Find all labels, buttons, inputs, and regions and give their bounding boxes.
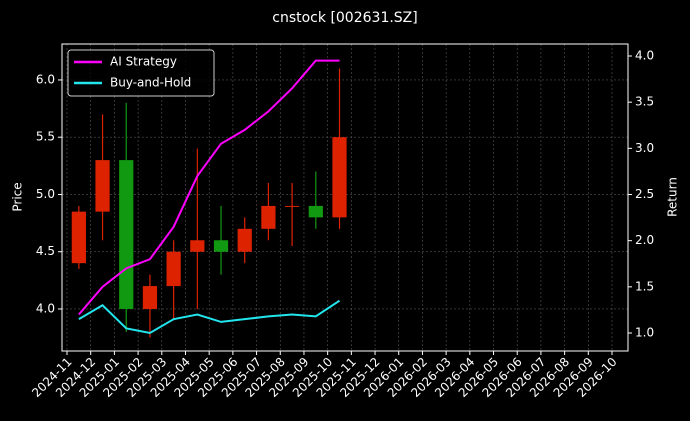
candle-body [142,286,158,309]
candle-body [332,137,347,218]
candle-body [190,240,205,252]
legend-box [67,49,215,97]
candle-body [166,251,181,287]
y2-tick-label: 1.0 [635,325,654,339]
legend-label: Buy-and-Hold [110,76,191,90]
candle-body [261,205,276,229]
y2-tick-label: 2.0 [635,233,654,247]
y-tick-label: 6.0 [36,72,55,86]
y2-axis-label: Return [666,177,680,217]
y2-tick-label: 3.5 [635,95,654,109]
return-line [78,59,340,316]
y-tick-label: 5.5 [36,130,55,144]
candle-body [237,228,252,252]
legend-label: AI Strategy [110,55,177,69]
candle-body [285,205,300,207]
return-line [78,299,341,335]
plot-frame [61,43,629,352]
candle-body [213,240,229,252]
legend: AI Strategy Buy-and-Hold [67,49,215,97]
candle-body [71,211,86,264]
y-tick-label: 5.0 [36,187,55,201]
candle-body [119,160,134,309]
y-axis-label: Price [11,182,25,211]
candle-body [95,160,110,212]
y2-tick-label: 4.0 [635,49,654,63]
y-tick-label: 4.0 [36,301,55,315]
candle-body [308,205,323,218]
y2-tick-label: 3.0 [635,141,654,155]
y2-tick-label: 2.5 [635,187,654,201]
y-tick-label: 4.5 [36,244,55,258]
chart-title: cnstock [002631.SZ] [272,10,417,26]
y2-tick-label: 1.5 [635,279,654,293]
